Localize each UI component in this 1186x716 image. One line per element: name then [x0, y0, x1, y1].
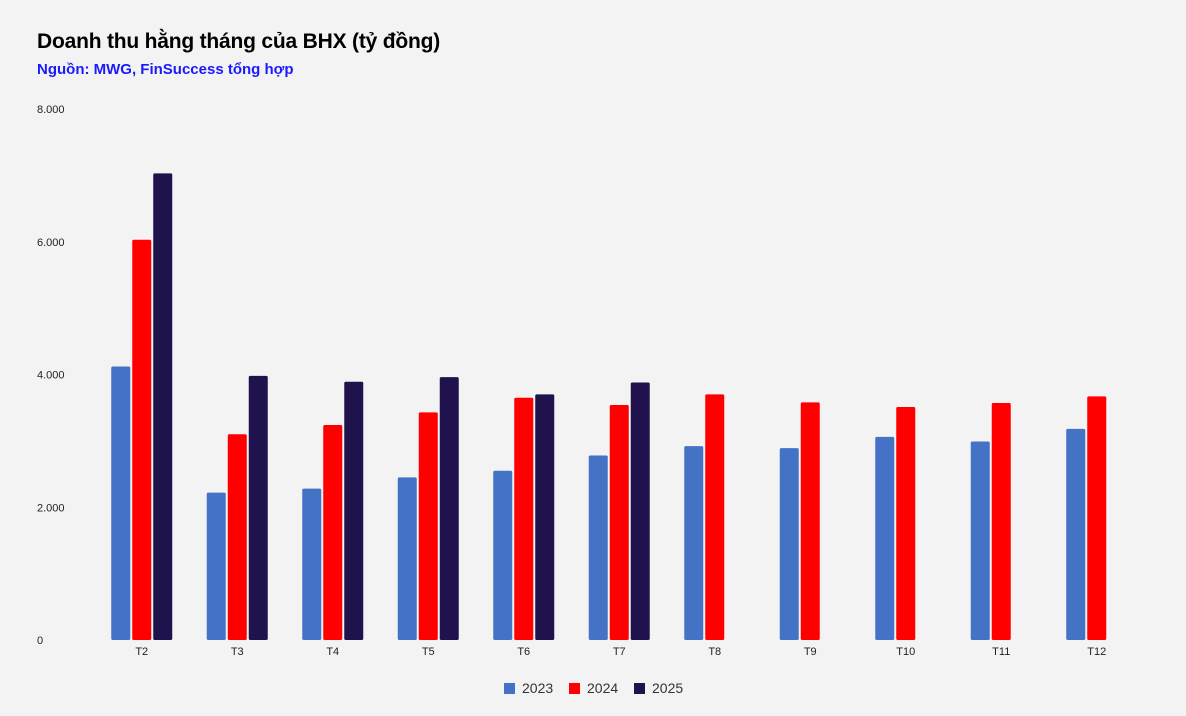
- bar-2025-t3: [248, 375, 268, 640]
- bar-2024-t2: [132, 239, 152, 641]
- bar-2023-t6: [493, 470, 513, 640]
- x-tick-label: T5: [422, 646, 435, 658]
- chart-subtitle: Nguồn: MWG, FinSuccess tổng hợp: [37, 61, 294, 78]
- bar-2024-t10: [896, 407, 916, 640]
- x-tick-label: T9: [804, 646, 817, 658]
- bar-2024-t5: [418, 412, 438, 640]
- x-tick-label: T7: [613, 646, 626, 658]
- bar-2025-t6: [535, 394, 555, 640]
- y-tick-label: 8.000: [37, 104, 65, 116]
- bar-2023-t10: [875, 436, 895, 640]
- x-tick-label: T8: [708, 646, 721, 658]
- x-tick-label: T12: [1087, 646, 1106, 658]
- y-tick-label: 4.000: [37, 370, 65, 382]
- legend-label-2025: 2025: [652, 680, 683, 696]
- bar-2023-t4: [302, 488, 322, 640]
- bar-2023-t3: [206, 492, 226, 640]
- bar-2024-t4: [323, 424, 343, 640]
- x-axis-ticks: T2 T3 T4 T5 T6 T7 T8 T9 T10 T11 T12: [135, 646, 1106, 658]
- y-axis-ticks: 0 2.000 4.000 6.000 8.000: [37, 104, 65, 647]
- bar-2024-t6: [514, 397, 534, 640]
- legend: 2023 2024 2025: [504, 680, 683, 696]
- x-tick-label: T3: [231, 646, 244, 658]
- bar-2023-t5: [397, 477, 417, 640]
- bar-2025-t4: [344, 381, 364, 640]
- bar-2023-t12: [1066, 428, 1086, 640]
- bar-2023-t7: [588, 455, 608, 640]
- legend-swatch-2025: [634, 683, 645, 694]
- bar-2024-t12: [1087, 396, 1107, 640]
- bar-2025-t2: [153, 173, 173, 641]
- x-tick-label: T11: [992, 646, 1010, 658]
- bar-2023-t9: [779, 448, 799, 640]
- legend-swatch-2023: [504, 683, 515, 694]
- x-tick-label: T2: [135, 646, 148, 658]
- y-tick-label: 0: [37, 635, 43, 647]
- x-tick-label: T6: [517, 646, 530, 658]
- y-tick-label: 6.000: [37, 237, 65, 249]
- bars: [111, 173, 1107, 641]
- chart-title: Doanh thu hằng tháng của BHX (tỷ đồng): [37, 30, 441, 53]
- bar-2025-t5: [439, 377, 459, 640]
- bar-2024-t8: [705, 394, 725, 640]
- bar-2024-t9: [800, 402, 820, 640]
- bar-2024-t3: [227, 434, 247, 640]
- bar-2023-t2: [111, 366, 131, 640]
- bar-2025-t7: [630, 382, 650, 640]
- bar-2023-t11: [970, 441, 990, 640]
- legend-swatch-2024: [569, 683, 580, 694]
- x-tick-label: T10: [896, 646, 915, 658]
- bar-2023-t8: [684, 446, 704, 640]
- legend-label-2023: 2023: [522, 680, 553, 696]
- bar-2024-t11: [991, 403, 1011, 640]
- bar-2024-t7: [609, 405, 629, 640]
- y-tick-label: 2.000: [37, 502, 65, 514]
- x-tick-label: T4: [326, 646, 339, 658]
- legend-label-2024: 2024: [587, 680, 618, 696]
